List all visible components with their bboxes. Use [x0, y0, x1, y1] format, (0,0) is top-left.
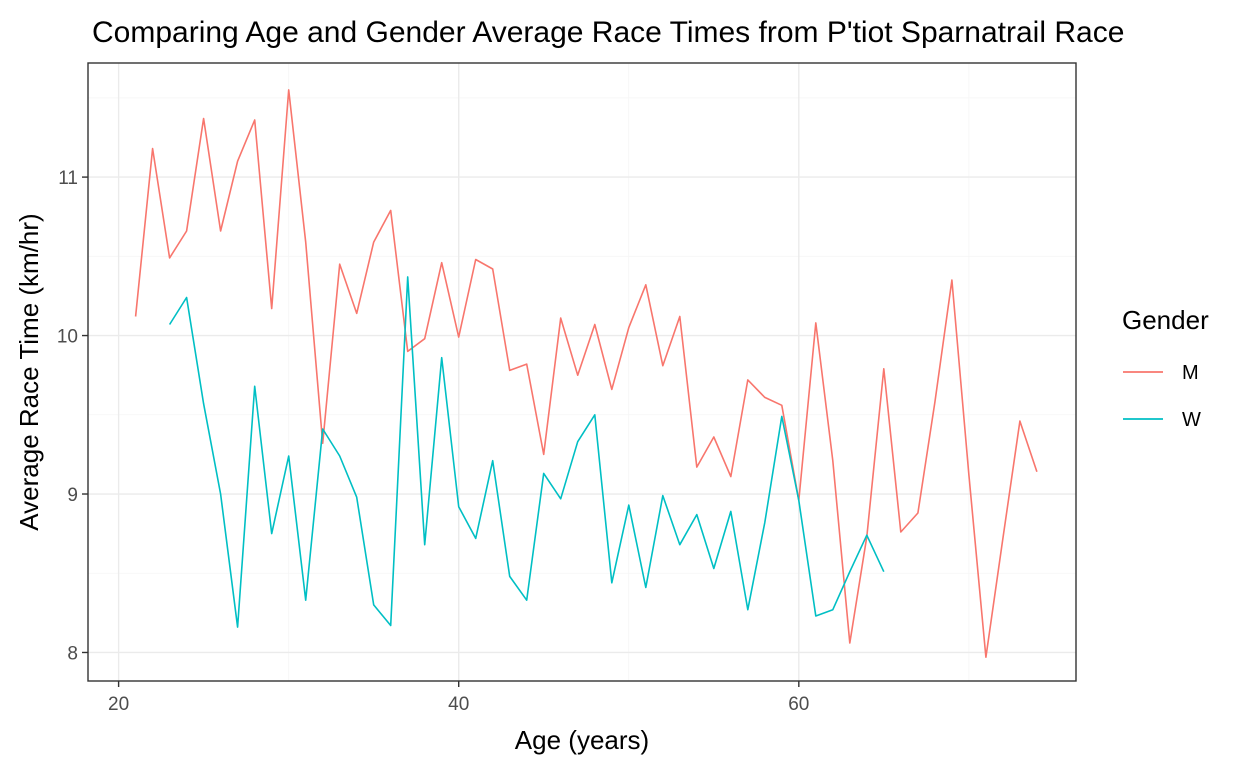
- legend-label-m: M: [1182, 362, 1199, 384]
- x-tick-label: 60: [788, 694, 809, 715]
- y-tick-label: 10: [57, 327, 78, 348]
- legend: Gender M W: [1122, 305, 1209, 431]
- series-line-m: [134, 89, 1038, 658]
- y-tick-label: 9: [67, 485, 78, 506]
- series-lines: [134, 89, 1038, 658]
- x-axis-title: Age (years): [515, 725, 649, 755]
- series-line-w: [168, 276, 885, 628]
- gridlines: [88, 63, 1076, 681]
- x-tick-label: 40: [448, 694, 469, 715]
- axis-ticks: 20 40 60 8 9 10 11: [57, 168, 810, 715]
- plot-panel: [87, 62, 1077, 682]
- x-tick-label: 20: [108, 694, 129, 715]
- y-axis-title: Average Race Time (km/hr): [14, 213, 44, 530]
- legend-title: Gender: [1122, 305, 1209, 335]
- legend-label-w: W: [1182, 409, 1201, 431]
- y-tick-label: 8: [67, 643, 78, 664]
- y-tick-label: 11: [58, 168, 78, 189]
- chart-title: Comparing Age and Gender Average Race Ti…: [92, 16, 1124, 49]
